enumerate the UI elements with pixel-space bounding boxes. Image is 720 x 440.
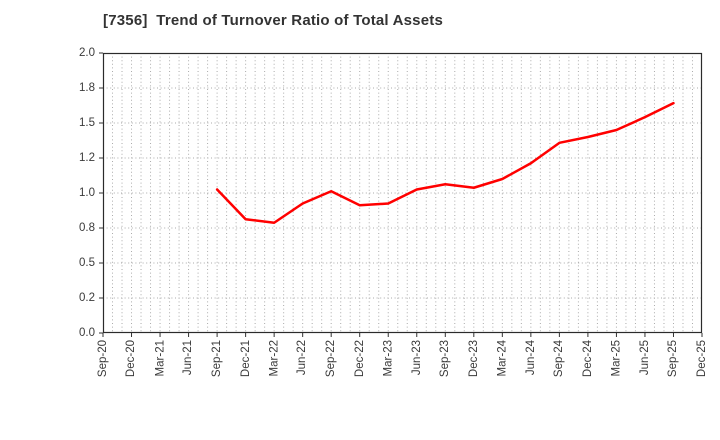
x-tick-label: Dec-22 bbox=[353, 340, 366, 378]
x-tick-label: Sep-23 bbox=[439, 340, 452, 378]
x-tick-label: Mar-21 bbox=[154, 340, 167, 377]
y-tick-label: 0.0 bbox=[79, 327, 95, 339]
y-tick-label: 1.0 bbox=[79, 187, 95, 199]
y-tick-label: 2.0 bbox=[79, 47, 95, 59]
x-tick-label: Sep-22 bbox=[325, 340, 338, 378]
x-tick-label: Dec-25 bbox=[696, 340, 708, 378]
x-tick-label: Mar-22 bbox=[268, 340, 281, 377]
y-tick-label: 0.8 bbox=[79, 222, 95, 234]
x-tick-label: Sep-24 bbox=[553, 340, 566, 378]
y-tick-label: 0.2 bbox=[79, 292, 95, 304]
y-tick-label: 1.5 bbox=[79, 117, 95, 129]
y-tick-label: 0.5 bbox=[79, 257, 95, 269]
x-tick-label: Dec-23 bbox=[467, 340, 480, 378]
x-tick-label: Jun-21 bbox=[182, 340, 195, 376]
x-tick-label: Sep-25 bbox=[667, 340, 680, 378]
x-tick-label: Dec-21 bbox=[239, 340, 252, 378]
x-tick-label: Jun-25 bbox=[638, 340, 651, 376]
x-tick-label: Jun-22 bbox=[296, 340, 309, 376]
x-tick-label: Sep-20 bbox=[97, 340, 109, 378]
x-tick-label: Mar-24 bbox=[496, 340, 509, 377]
x-tick-label: Mar-23 bbox=[382, 340, 395, 377]
chart-title: [7356] Trend of Turnover Ratio of Total … bbox=[103, 12, 444, 29]
x-tick-label: Dec-20 bbox=[125, 340, 138, 378]
turnover-ratio-line bbox=[215, 101, 675, 224]
x-tick-label: Dec-24 bbox=[581, 340, 594, 378]
x-tick-label: Jun-24 bbox=[524, 340, 537, 376]
x-tick-label: Jun-23 bbox=[410, 340, 423, 376]
x-tick-label: Sep-21 bbox=[211, 340, 224, 378]
y-tick-label: 1.2 bbox=[79, 152, 95, 164]
y-tick-label: 1.8 bbox=[79, 82, 95, 94]
plot-border bbox=[102, 52, 703, 334]
x-tick-label: Mar-25 bbox=[610, 340, 623, 377]
